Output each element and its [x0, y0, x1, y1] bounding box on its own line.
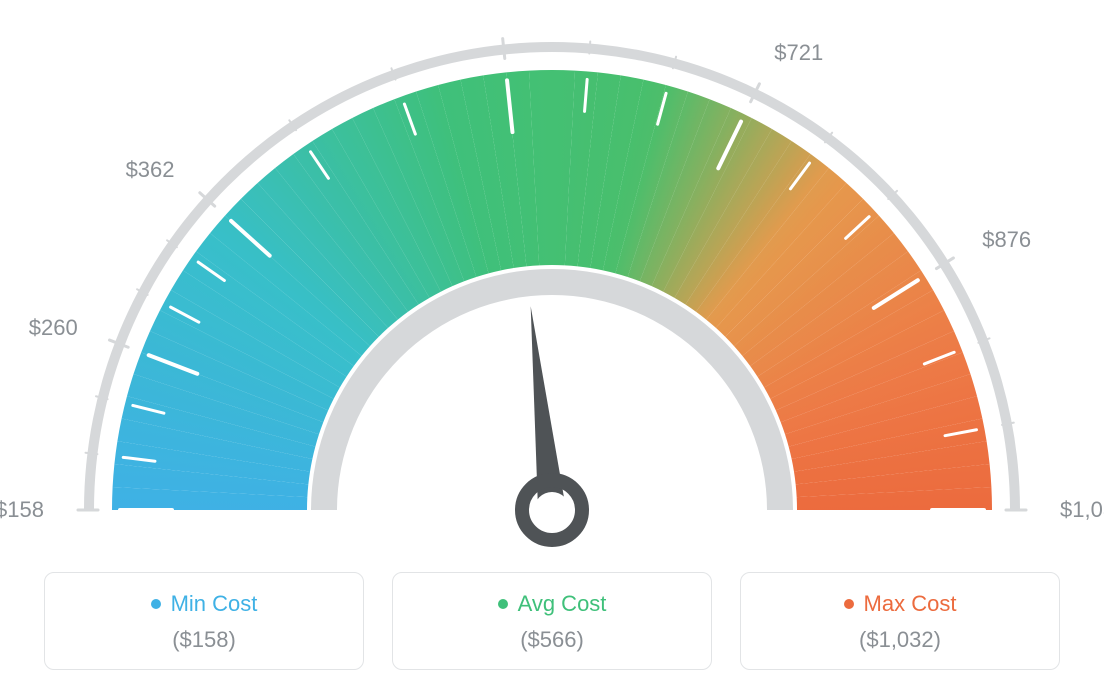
- legend-row: Min Cost ($158) Avg Cost ($566) Max Cost…: [44, 572, 1060, 670]
- gauge-chart: [32, 10, 1072, 570]
- dot-icon: [498, 599, 508, 609]
- legend-card-min: Min Cost ($158): [44, 572, 364, 670]
- legend-value: ($1,032): [751, 627, 1049, 653]
- gauge-tick-label: $566: [475, 0, 524, 1]
- dot-icon: [844, 599, 854, 609]
- gauge-tick-label: $721: [774, 40, 823, 66]
- legend-title-max: Max Cost: [844, 591, 957, 617]
- gauge-tick-label: $876: [982, 227, 1031, 253]
- gauge-tick-label: $158: [0, 497, 44, 523]
- legend-card-max: Max Cost ($1,032): [740, 572, 1060, 670]
- legend-card-avg: Avg Cost ($566): [392, 572, 712, 670]
- legend-value: ($566): [403, 627, 701, 653]
- legend-title-avg: Avg Cost: [498, 591, 607, 617]
- gauge-wrap: $158$260$362$566$721$876$1,032: [32, 10, 1072, 570]
- gauge-tick-label: $260: [29, 315, 78, 341]
- dot-icon: [151, 599, 161, 609]
- legend-label: Avg Cost: [518, 591, 607, 617]
- legend-value: ($158): [55, 627, 353, 653]
- gauge-tick-label: $362: [126, 157, 175, 183]
- legend-label: Min Cost: [171, 591, 258, 617]
- legend-title-min: Min Cost: [151, 591, 258, 617]
- legend-label: Max Cost: [864, 591, 957, 617]
- gauge-tick-label: $1,032: [1060, 497, 1104, 523]
- chart-container: $158 $260 $362 $566 $721 $876 $1,032 Min Cost …: [0, 0, 1104, 690]
